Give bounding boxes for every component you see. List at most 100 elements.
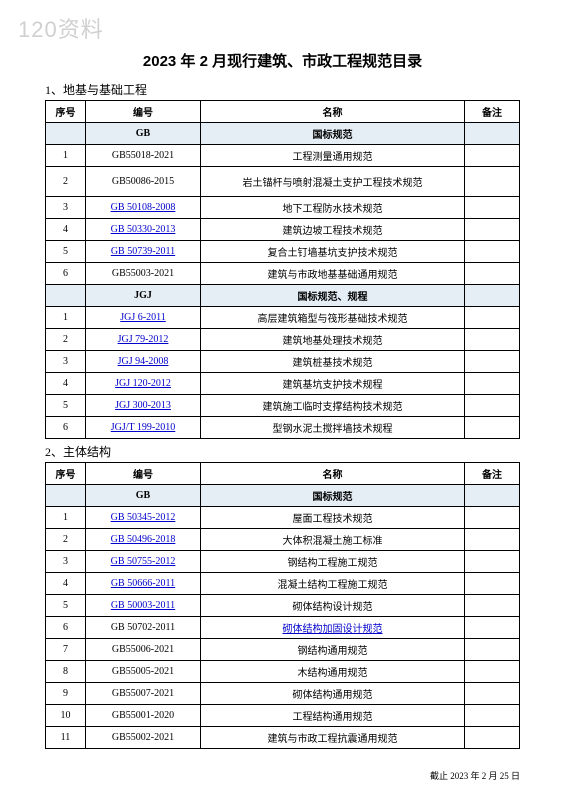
code-cell: GB 50702-2011	[86, 617, 201, 639]
col-code-header: 编号	[86, 101, 201, 123]
code-cell: GB 50755-2012	[86, 551, 201, 573]
col-note-header: 备注	[465, 101, 520, 123]
name-cell: 建筑基坑支护技术规程	[201, 373, 465, 395]
name-cell: 建筑边坡工程技术规范	[201, 219, 465, 241]
code-link[interactable]: GB 50330-2013	[111, 224, 176, 235]
table-row: 3GB 50755-2012钢结构工程施工规范	[46, 551, 520, 573]
code-link[interactable]: GB 50496-2018	[111, 534, 176, 545]
table-row: 6JGJ/T 199-2010型钢水泥土搅拌墙技术规程	[46, 417, 520, 439]
table-row: 2JGJ 79-2012建筑地基处理技术规范	[46, 329, 520, 351]
document-title: 2023 年 2 月现行建筑、市政工程规范目录	[45, 50, 520, 71]
table-row: 9GB55007-2021砌体结构通用规范	[46, 683, 520, 705]
col-name-header: 名称	[201, 101, 465, 123]
code-cell: JGJ 120-2012	[86, 373, 201, 395]
note-cell	[465, 573, 520, 595]
code-link[interactable]: GB 50003-2011	[111, 600, 175, 611]
note-cell	[465, 705, 520, 727]
code-link[interactable]: JGJ 120-2012	[115, 378, 171, 389]
name-cell: 建筑施工临时支撑结构技术规范	[201, 395, 465, 417]
col-seq-header: 序号	[46, 463, 86, 485]
code-link[interactable]: JGJ/T 199-2010	[111, 422, 176, 433]
code-cell: GB55005-2021	[86, 661, 201, 683]
section1-label: 1、地基与基础工程	[45, 81, 520, 98]
table-row: 5JGJ 300-2013建筑施工临时支撑结构技术规范	[46, 395, 520, 417]
section1-table: 序号 编号 名称 备注 GB国标规范1GB55018-2021工程测量通用规范2…	[45, 100, 520, 439]
name-cell: 地下工程防水技术规范	[201, 197, 465, 219]
code-link[interactable]: GB 50666-2011	[111, 578, 175, 589]
code-link[interactable]: JGJ 300-2013	[115, 400, 171, 411]
table-row: 4JGJ 120-2012建筑基坑支护技术规程	[46, 373, 520, 395]
name-cell: 大体积混凝土施工标准	[201, 529, 465, 551]
seq-cell: 2	[46, 329, 86, 351]
seq-cell: 4	[46, 219, 86, 241]
group-code-header: GB	[86, 123, 201, 145]
seq-cell: 1	[46, 507, 86, 529]
seq-cell: 8	[46, 661, 86, 683]
name-cell: 型钢水泥土搅拌墙技术规程	[201, 417, 465, 439]
code-link[interactable]: GB 50739-2011	[111, 246, 175, 257]
seq-cell: 2	[46, 529, 86, 551]
note-cell	[465, 241, 520, 263]
code-cell: GB55002-2021	[86, 727, 201, 749]
code-link[interactable]: JGJ 6-2011	[120, 312, 165, 323]
code-cell: JGJ 6-2011	[86, 307, 201, 329]
note-cell	[465, 639, 520, 661]
seq-cell: 6	[46, 263, 86, 285]
name-cell: 建筑与市政工程抗震通用规范	[201, 727, 465, 749]
code-link[interactable]: GB 50108-2008	[111, 202, 176, 213]
group-header-row: GB国标规范	[46, 123, 520, 145]
seq-cell: 7	[46, 639, 86, 661]
table-row: 6GB55003-2021建筑与市政地基基础通用规范	[46, 263, 520, 285]
col-name-header: 名称	[201, 463, 465, 485]
name-cell: 屋面工程技术规范	[201, 507, 465, 529]
code-link[interactable]: JGJ 79-2012	[118, 334, 169, 345]
table-row: 10GB55001-2020工程结构通用规范	[46, 705, 520, 727]
seq-cell: 11	[46, 727, 86, 749]
group-note-cell	[465, 285, 520, 307]
footer-date: 截止 2023 年 2 月 25 日	[430, 769, 520, 782]
seq-cell: 10	[46, 705, 86, 727]
code-cell: GB 50108-2008	[86, 197, 201, 219]
name-cell: 工程结构通用规范	[201, 705, 465, 727]
name-cell: 混凝土结构工程施工规范	[201, 573, 465, 595]
note-cell	[465, 551, 520, 573]
note-cell	[465, 167, 520, 197]
group-code-header: JGJ	[86, 285, 201, 307]
table-header-row: 序号 编号 名称 备注	[46, 101, 520, 123]
seq-cell: 3	[46, 551, 86, 573]
code-cell: GB50086-2015	[86, 167, 201, 197]
seq-cell: 5	[46, 241, 86, 263]
code-cell: GB 50666-2011	[86, 573, 201, 595]
section2-label: 2、主体结构	[45, 443, 520, 460]
seq-cell: 2	[46, 167, 86, 197]
note-cell	[465, 417, 520, 439]
name-cell: 岩土锚杆与喷射混凝土支护工程技术规范	[201, 167, 465, 197]
group-seq-cell	[46, 285, 86, 307]
table-row: 3GB 50108-2008地下工程防水技术规范	[46, 197, 520, 219]
name-cell: 木结构通用规范	[201, 661, 465, 683]
code-link[interactable]: GB 50345-2012	[111, 512, 176, 523]
code-link[interactable]: GB 50755-2012	[111, 556, 176, 567]
group-name-header: 国标规范、规程	[201, 285, 465, 307]
seq-cell: 6	[46, 617, 86, 639]
table-row: 2 GB 50496-2018 大体积混凝土施工标准	[46, 529, 520, 551]
code-cell: GB 50496-2018	[86, 529, 201, 551]
note-cell	[465, 595, 520, 617]
note-cell	[465, 145, 520, 167]
group-header-row: JGJ国标规范、规程	[46, 285, 520, 307]
note-cell	[465, 263, 520, 285]
table-row: 1GB55018-2021工程测量通用规范	[46, 145, 520, 167]
name-cell: 高层建筑箱型与筏形基础技术规范	[201, 307, 465, 329]
code-link[interactable]: JGJ 94-2008	[118, 356, 169, 367]
group-note-cell	[465, 485, 520, 507]
code-cell: GB 50330-2013	[86, 219, 201, 241]
page-content: 2023 年 2 月现行建筑、市政工程规范目录 1、地基与基础工程 序号 编号 …	[0, 0, 565, 769]
name-link[interactable]: 砌体结构加固设计规范	[283, 624, 383, 635]
table-row: 11GB55002-2021建筑与市政工程抗震通用规范	[46, 727, 520, 749]
section2-table: 序号 编号 名称 备注 GB国标规范1GB 50345-2012屋面工程技术规范…	[45, 462, 520, 749]
table-row: 8GB55005-2021木结构通用规范	[46, 661, 520, 683]
code-cell: JGJ 300-2013	[86, 395, 201, 417]
seq-cell: 3	[46, 351, 86, 373]
seq-cell: 1	[46, 145, 86, 167]
col-code-header: 编号	[86, 463, 201, 485]
